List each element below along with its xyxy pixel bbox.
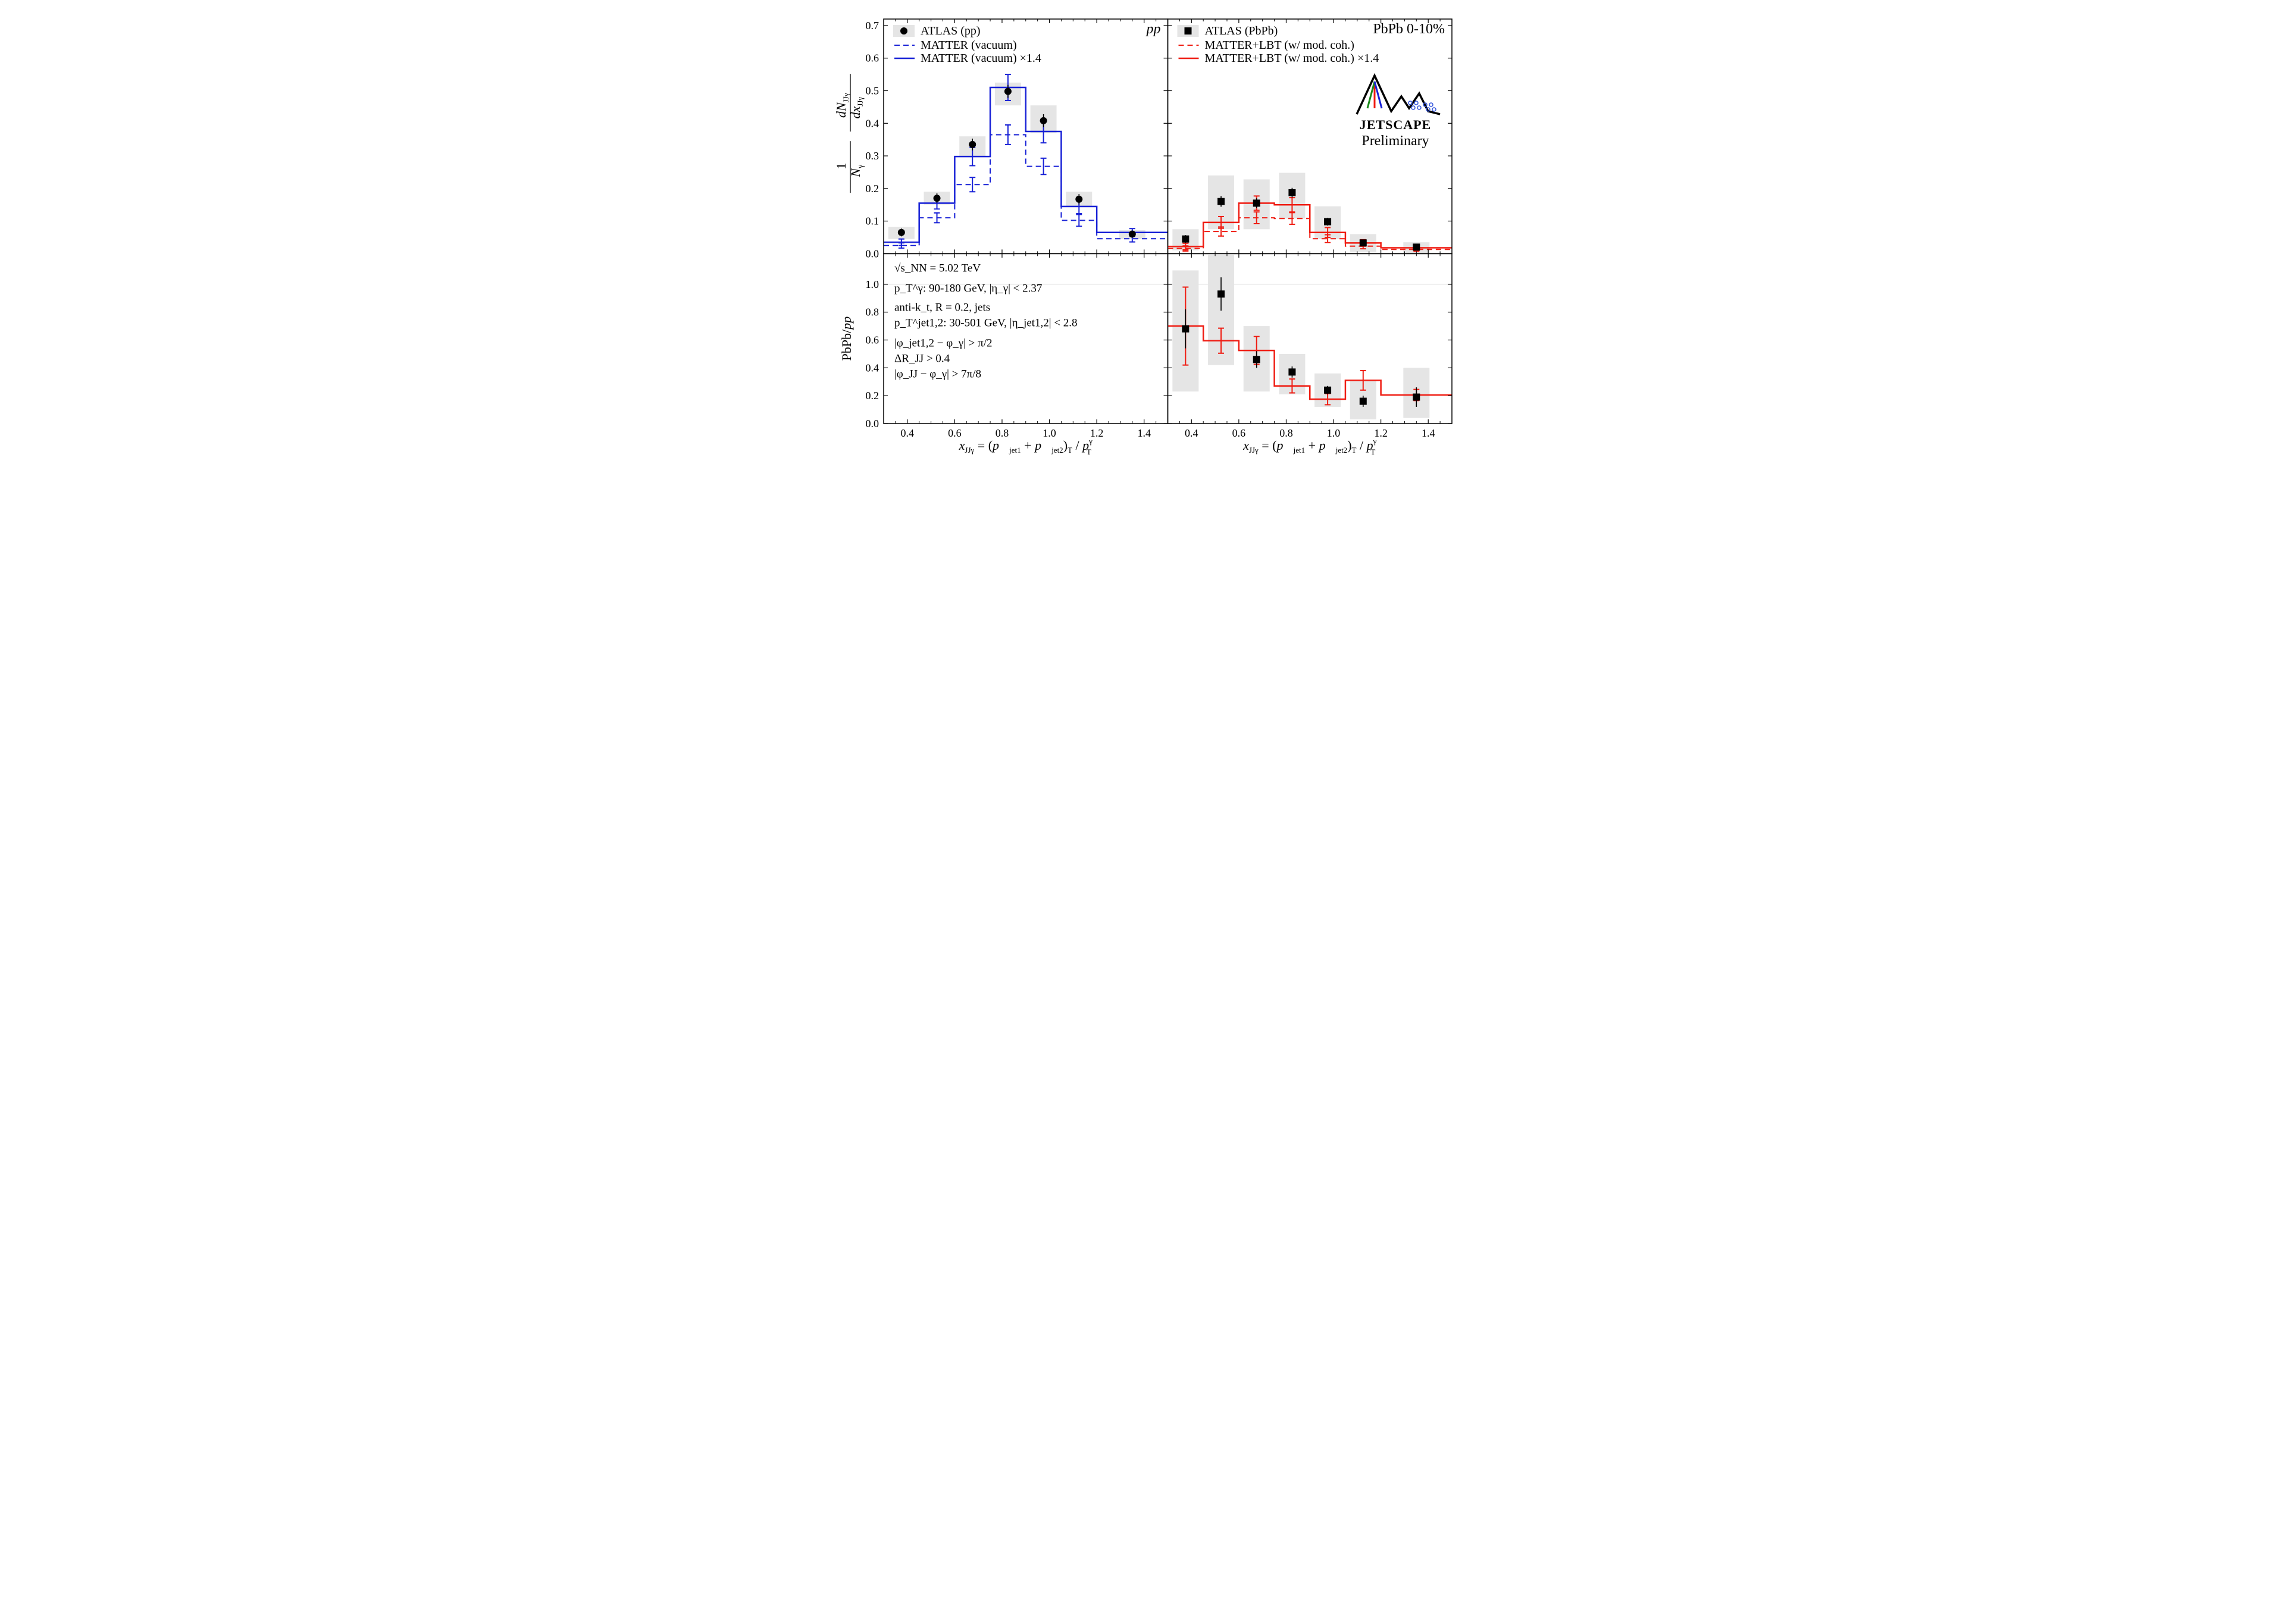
svg-text:1Nγ: 1Nγ bbox=[834, 163, 865, 178]
svg-text:1.4: 1.4 bbox=[1137, 427, 1151, 439]
svg-text:xJJγ = (p⃗jet1 + p⃗jet2)T / pγ: xJJγ = (p⃗jet1 + p⃗jet2)T / pγT bbox=[959, 437, 1093, 456]
data-point bbox=[1324, 387, 1331, 394]
svg-text:PbPb/pp: PbPb/pp bbox=[839, 316, 854, 361]
data-point bbox=[1360, 239, 1367, 246]
svg-text:0.0: 0.0 bbox=[866, 247, 879, 259]
kinematic-cut: p_T^jet1,2: 30-501 GeV, |η_jet1,2| < 2.8 bbox=[894, 316, 1078, 329]
data-point bbox=[1288, 368, 1295, 375]
legend-atlas-pp: ATLAS (pp) bbox=[921, 24, 981, 37]
data-point bbox=[1413, 394, 1420, 401]
svg-text:0.7: 0.7 bbox=[866, 20, 879, 32]
svg-text:0.6: 0.6 bbox=[866, 52, 879, 64]
kinematic-cut: p_T^γ: 90-180 GeV, |η_γ| < 2.37 bbox=[894, 282, 1042, 294]
svg-text:0.5: 0.5 bbox=[866, 85, 879, 97]
jetscape-text: JETSCAPE bbox=[1360, 117, 1431, 132]
svg-text:0.2: 0.2 bbox=[866, 390, 879, 402]
x-axis-label: xJJγ = (p⃗jet1 + p⃗jet2)T / pγT bbox=[959, 437, 1093, 456]
legend-lbt-solid: MATTER+LBT (w/ mod. coh.) ×1.4 bbox=[1205, 52, 1379, 65]
data-point bbox=[1413, 243, 1420, 250]
kinematic-cut: |φ_JJ − φ_γ| > 7π/8 bbox=[894, 368, 981, 380]
kinematic-cut: ΔR_JJ > 0.4 bbox=[894, 352, 950, 365]
kinematic-cut: |φ_jet1,2 − φ_γ| > π/2 bbox=[894, 337, 992, 349]
svg-text:1.4: 1.4 bbox=[1422, 427, 1435, 439]
svg-text:0.2: 0.2 bbox=[866, 183, 879, 195]
svg-text:0.4: 0.4 bbox=[901, 427, 915, 439]
svg-text:dNJJγdxJJγ: dNJJγdxJJγ bbox=[834, 93, 865, 118]
matter-vacuum-solid bbox=[884, 87, 1168, 242]
data-point bbox=[898, 229, 905, 236]
matter-vacuum-dash bbox=[884, 134, 1168, 245]
legend-matter-solid: MATTER (vacuum) ×1.4 bbox=[921, 52, 1041, 65]
data-point bbox=[1040, 117, 1047, 124]
svg-text:0.8: 0.8 bbox=[996, 427, 1009, 439]
jetscape-logo bbox=[1357, 76, 1440, 114]
svg-text:1.0: 1.0 bbox=[866, 278, 879, 290]
data-point bbox=[1288, 189, 1295, 196]
svg-text:0.6: 0.6 bbox=[948, 427, 962, 439]
legend-lbt-dash: MATTER+LBT (w/ mod. coh.) bbox=[1205, 39, 1354, 52]
data-point bbox=[1075, 196, 1082, 203]
svg-text:0.4: 0.4 bbox=[866, 117, 879, 129]
svg-text:0.6: 0.6 bbox=[866, 334, 879, 346]
data-point bbox=[1217, 290, 1225, 297]
data-point bbox=[1004, 88, 1012, 95]
svg-text:PbPb 0-10%: PbPb 0-10% bbox=[1373, 21, 1445, 37]
data-point bbox=[1182, 236, 1189, 243]
data-point bbox=[1129, 231, 1136, 238]
svg-text:0.0: 0.0 bbox=[866, 418, 879, 429]
data-point bbox=[1324, 218, 1331, 225]
svg-text:0.4: 0.4 bbox=[866, 362, 879, 374]
data-point bbox=[1360, 398, 1367, 405]
svg-text:1.0: 1.0 bbox=[1327, 427, 1341, 439]
data-point bbox=[934, 195, 941, 202]
svg-text:0.8: 0.8 bbox=[1279, 427, 1293, 439]
legend-matter-dash: MATTER (vacuum) bbox=[921, 39, 1017, 52]
data-point bbox=[1217, 198, 1225, 205]
data-point bbox=[1253, 199, 1260, 206]
legend-atlas-pbpb: ATLAS (PbPb) bbox=[1205, 24, 1278, 37]
kinematic-cut: √s_NN = 5.02 TeV bbox=[894, 262, 981, 274]
y-axis-label-top: 1Nγ dNJJγdxJJγ bbox=[834, 74, 865, 193]
svg-text:0.8: 0.8 bbox=[866, 306, 879, 318]
data-point bbox=[1253, 356, 1260, 363]
preliminary-text: Preliminary bbox=[1361, 133, 1429, 149]
data-point bbox=[1182, 325, 1189, 333]
x-axis-label: xJJγ = (p⃗jet1 + p⃗jet2)T / pγT bbox=[1242, 437, 1376, 456]
svg-text:1.0: 1.0 bbox=[1043, 427, 1056, 439]
data-point bbox=[969, 141, 976, 148]
kinematic-cut: anti-k_t, R = 0.2, jets bbox=[894, 301, 990, 313]
svg-text:pp: pp bbox=[1145, 21, 1161, 37]
svg-text:0.6: 0.6 bbox=[1232, 427, 1246, 439]
svg-text:xJJγ = (p⃗jet1 + p⃗jet2)T / pγ: xJJγ = (p⃗jet1 + p⃗jet2)T / pγT bbox=[1242, 437, 1376, 456]
svg-text:0.1: 0.1 bbox=[866, 215, 879, 227]
svg-text:0.4: 0.4 bbox=[1185, 427, 1198, 439]
svg-text:0.3: 0.3 bbox=[866, 150, 879, 162]
y-axis-label-bottom: PbPb/pp bbox=[839, 316, 854, 361]
